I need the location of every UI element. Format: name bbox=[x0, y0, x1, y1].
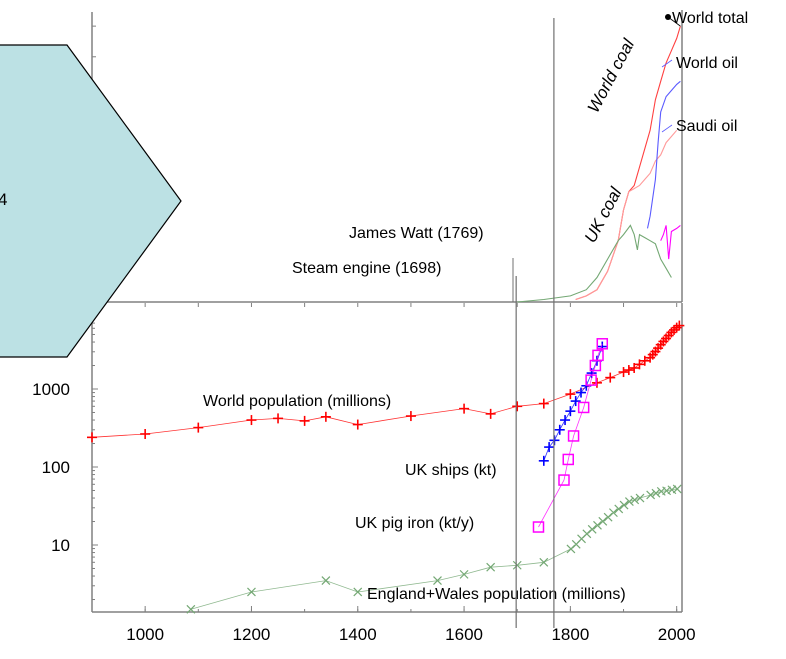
data-point bbox=[596, 338, 609, 350]
leader-line bbox=[661, 59, 673, 68]
data-point bbox=[593, 520, 602, 530]
series-line bbox=[543, 346, 603, 461]
lower-ticks: 1000 1200 1400 1600 1800 2000 10 100 1000 bbox=[32, 303, 696, 644]
overlay-label: 4 bbox=[0, 190, 7, 209]
series-line-uk-coal bbox=[517, 224, 672, 303]
leader-line bbox=[661, 124, 673, 133]
series-line-world-oil bbox=[646, 80, 681, 229]
data-point bbox=[459, 569, 469, 579]
data-point bbox=[635, 493, 645, 503]
upper-series bbox=[517, 25, 681, 303]
data-point bbox=[433, 576, 442, 585]
label-england-wales-population: England+Wales population (millions) bbox=[367, 586, 626, 603]
data-point bbox=[672, 484, 682, 494]
series-line bbox=[538, 343, 603, 528]
data-point bbox=[512, 560, 522, 570]
label-uk-ships: UK ships (kt) bbox=[405, 462, 497, 479]
data-point bbox=[624, 497, 634, 506]
data-point bbox=[186, 604, 196, 614]
data-point bbox=[609, 508, 618, 518]
label-world-oil: World oil bbox=[676, 55, 738, 72]
series-england-wales-population-millions bbox=[186, 484, 682, 614]
data-point bbox=[539, 557, 549, 567]
world-total-leader bbox=[667, 16, 681, 27]
data-point bbox=[587, 524, 597, 534]
data-point bbox=[619, 500, 629, 510]
data-point bbox=[630, 495, 640, 505]
x-tick-label: 1000 bbox=[126, 625, 164, 644]
data-point bbox=[567, 430, 580, 442]
x-tick-label: 2000 bbox=[658, 625, 696, 644]
data-point bbox=[321, 576, 331, 585]
data-point bbox=[662, 486, 672, 496]
series-line-saudi-oil bbox=[660, 224, 681, 260]
data-point bbox=[577, 401, 590, 414]
data-point bbox=[532, 521, 545, 533]
overlay-shape: 4 bbox=[0, 44, 182, 358]
lower-series bbox=[87, 320, 685, 614]
label-steam-engine: Steam engine (1698) bbox=[292, 260, 441, 277]
lower-labels: World population (millions) UK ships (kt)… bbox=[203, 393, 626, 603]
data-point bbox=[646, 490, 656, 500]
x-tick-label: 1400 bbox=[339, 625, 377, 644]
data-point bbox=[486, 562, 496, 572]
data-point bbox=[247, 587, 256, 597]
series-world-population-millions bbox=[87, 320, 685, 443]
vertical-markers bbox=[515, 18, 555, 628]
data-point bbox=[353, 587, 363, 597]
data-point bbox=[558, 474, 570, 486]
data-point bbox=[598, 516, 608, 526]
y-tick-label: 10 bbox=[51, 536, 70, 555]
data-point bbox=[651, 488, 661, 498]
y-tick-label: 100 bbox=[42, 458, 70, 477]
data-point bbox=[562, 453, 575, 466]
label-saudi-oil: Saudi oil bbox=[676, 118, 737, 135]
x-tick-label: 1200 bbox=[233, 625, 271, 644]
data-point bbox=[614, 504, 624, 514]
lower-panel: 1000 1200 1400 1600 1800 2000 10 100 1000 World … bbox=[32, 303, 696, 644]
series-line bbox=[91, 325, 680, 438]
series-uk-pig-iron-kt-y bbox=[532, 338, 609, 533]
x-tick-label: 1600 bbox=[445, 625, 483, 644]
label-world-coal: World coal bbox=[584, 35, 639, 116]
data-point bbox=[585, 374, 597, 386]
label-world-total: World total bbox=[672, 10, 748, 27]
series-line-world-coal bbox=[575, 129, 678, 301]
hexagon-arrow-shape bbox=[0, 44, 182, 358]
label-james-watt: James Watt (1769) bbox=[349, 225, 484, 242]
label-world-population: World population (millions) bbox=[203, 393, 391, 410]
y-tick-label: 1000 bbox=[32, 380, 70, 399]
label-uk-pig-iron: UK pig iron (kt/y) bbox=[355, 515, 474, 532]
data-point bbox=[592, 349, 604, 362]
x-tick-label: 1800 bbox=[551, 625, 589, 644]
series-line-world-total bbox=[575, 25, 681, 301]
